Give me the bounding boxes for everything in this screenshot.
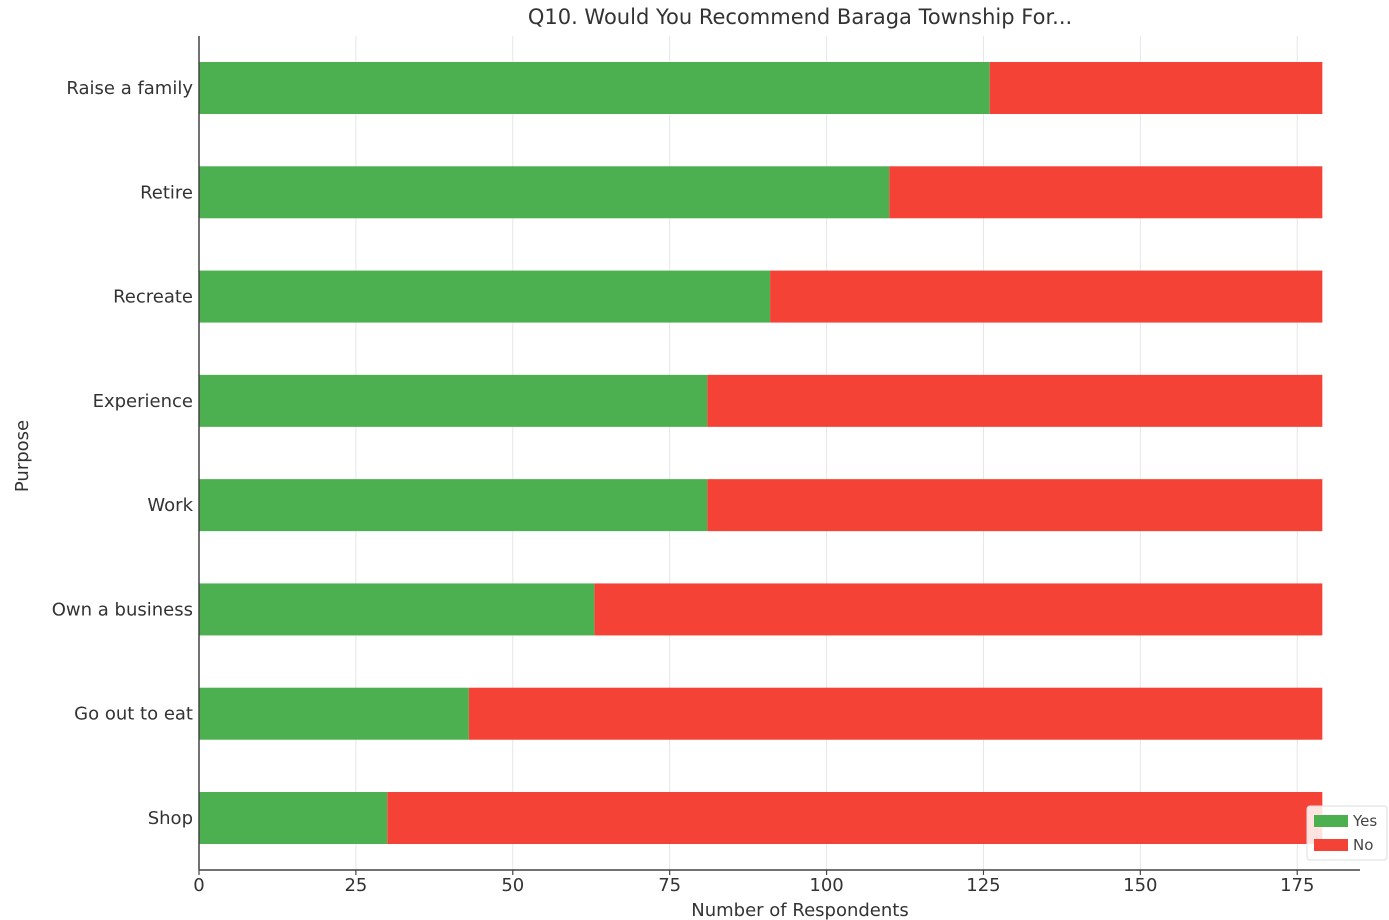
bar-yes-retire [199,166,890,219]
grid-layer [355,36,1298,870]
legend: Yes No [1306,805,1388,861]
y-tick-label: Go out to eat [74,704,193,725]
legend-swatch-no [1314,839,1348,851]
bar-no-raise-a-family [989,62,1323,114]
x-tick-label: 50 [501,875,524,896]
y-tick-label: Experience [93,391,193,412]
y-tick-label: Raise a family [66,78,193,99]
y-tick-labels: Raise a family Retire Recreate Experience Wo… [52,78,194,829]
y-tick-label: Shop [148,808,193,829]
x-tick-label: 175 [1280,875,1314,896]
bar-yes-own-a-business [199,583,595,636]
x-tick-label: 0 [193,875,204,896]
bar-yes-recreate [199,270,771,323]
y-axis-label: Purpose [12,420,33,492]
bar-no-shop [387,792,1323,844]
bar-yes-raise-a-family [199,62,990,114]
bar-no-retire [889,166,1323,219]
chart-title: Q10. Would You Recommend Baraga Township… [528,5,1072,29]
bar-yes-shop [199,792,388,844]
y-tick-label: Retire [140,182,193,203]
x-tick-label: 125 [966,875,1000,896]
axes-layer [198,36,1360,875]
x-tick-label: 100 [809,875,843,896]
bar-no-experience [707,374,1323,427]
x-tick-label: 150 [1123,875,1157,896]
x-tick-label: 25 [344,875,367,896]
x-axis-label: Number of Respondents [691,900,908,920]
legend-swatch-yes [1314,815,1348,827]
legend-label-no: No [1353,836,1373,854]
bar-no-recreate [770,270,1323,323]
y-tick-label: Work [147,495,193,516]
x-tick-labels: 0 25 50 75 100 125 150 175 [193,875,1314,896]
bars-layer [199,62,1323,844]
bar-yes-work [199,479,708,532]
bar-no-go-out-to-eat [468,687,1323,740]
bar-no-work [707,479,1323,532]
bar-no-own-a-business [594,583,1323,636]
bar-yes-go-out-to-eat [199,687,469,740]
y-tick-label: Own a business [52,599,193,620]
legend-label-yes: Yes [1352,812,1377,830]
bar-yes-experience [199,374,708,427]
x-tick-label: 75 [658,875,681,896]
y-tick-label: Recreate [113,287,193,308]
